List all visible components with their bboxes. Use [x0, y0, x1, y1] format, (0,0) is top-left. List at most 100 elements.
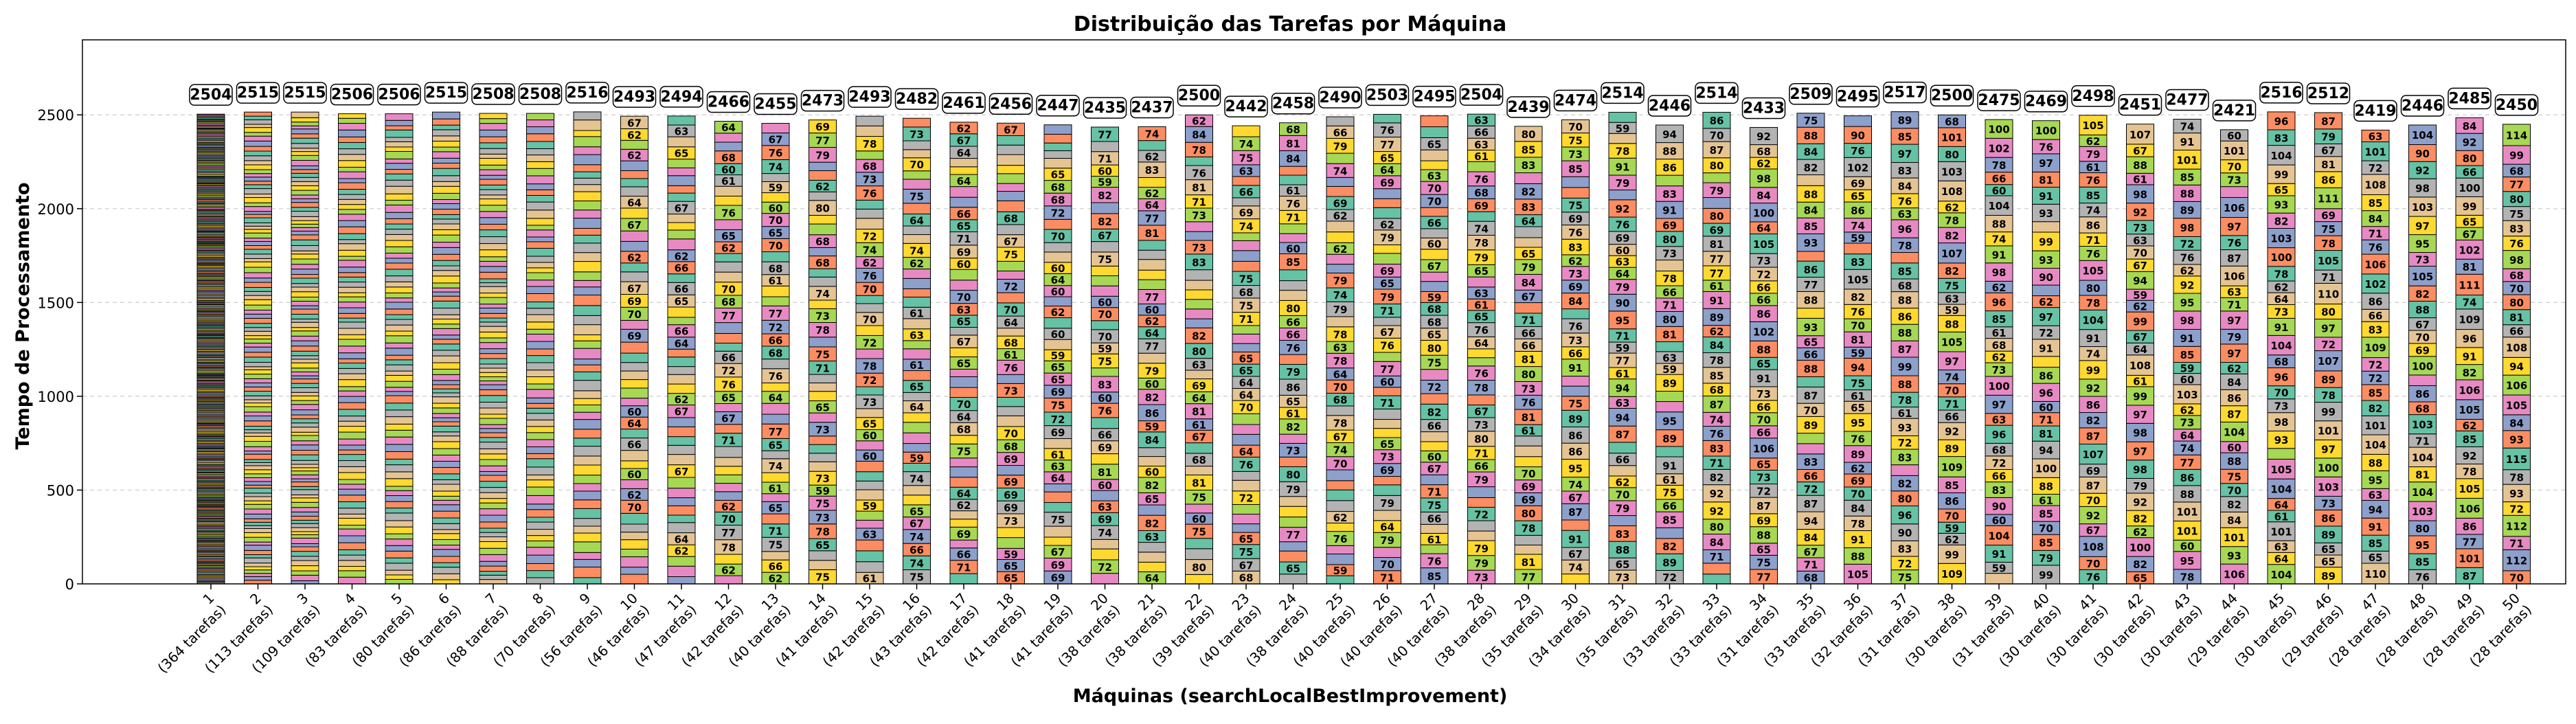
bar-segment	[1091, 367, 1119, 377]
segment-value-label: 74	[1333, 165, 1348, 177]
bar-segment	[479, 286, 508, 294]
segment-value-label: 86	[1851, 205, 1865, 217]
bar-segment	[244, 282, 272, 288]
total-value-label: 2515	[284, 84, 326, 102]
segment-value-label: 83	[1710, 443, 1724, 455]
segment-value-label: 81	[2039, 428, 2053, 440]
segment-value-label: 87	[1710, 144, 1724, 157]
bar-segment	[1420, 281, 1449, 292]
bar-segment	[479, 389, 508, 396]
segment-value-label: 97	[2039, 311, 2053, 324]
segment-value-label: 61	[1051, 449, 1065, 461]
bar-segment	[526, 370, 554, 378]
bar-segment	[479, 384, 508, 390]
bar-segment	[385, 342, 414, 349]
segment-value-label: 75	[2321, 223, 2336, 236]
segment-value-label: 105	[2459, 404, 2480, 416]
bar-segment	[1091, 285, 1119, 297]
bar-segment	[620, 539, 648, 550]
bar-segment	[244, 518, 272, 523]
total-value-label: 2419	[2354, 102, 2396, 120]
bar-segment	[338, 549, 366, 556]
segment-value-label: 88	[1898, 295, 1912, 307]
bar-segment	[291, 190, 319, 196]
segment-value-label: 95	[1568, 463, 1583, 475]
bar-segment	[1091, 417, 1119, 429]
segment-value-label: 103	[2412, 201, 2433, 214]
bar-segment	[1232, 514, 1261, 525]
segment-value-label: 77	[769, 308, 783, 320]
segment-value-label: 93	[2274, 434, 2289, 446]
segment-value-label: 105	[1847, 569, 1868, 581]
segment-value-label: 68	[1898, 280, 1912, 292]
bar-segment	[1326, 152, 1355, 164]
bar-segment	[1232, 413, 1261, 425]
segment-value-label: 75	[1239, 546, 1254, 558]
bar-segment	[479, 313, 508, 319]
segment-value-label: 83	[1662, 188, 1677, 201]
bar-segment	[244, 313, 272, 319]
bar-segment	[338, 420, 366, 427]
segment-value-label: 84	[1286, 153, 1300, 166]
segment-value-label: 71	[2415, 435, 2430, 447]
segment-value-label: 88	[2415, 304, 2430, 317]
segment-value-label: 101	[2459, 553, 2480, 565]
bar-segment	[526, 321, 554, 330]
segment-value-label: 105	[2270, 464, 2292, 476]
bar-segment	[997, 165, 1025, 174]
bar-segment	[1420, 544, 1449, 554]
bar-segment	[244, 330, 272, 337]
segment-value-label: 69	[1098, 514, 1112, 526]
segment-value-label: 73	[1522, 383, 1536, 395]
bar-segment	[620, 115, 648, 129]
segment-value-label: 67	[675, 202, 689, 214]
bar-segment	[1232, 424, 1261, 435]
segment-value-label: 72	[2039, 327, 2053, 339]
bar-segment	[479, 571, 508, 576]
bar-segment	[244, 249, 272, 255]
segment-value-label: 73	[1004, 385, 1018, 397]
bar-segment	[997, 328, 1025, 337]
bar-segment	[1326, 253, 1355, 265]
segment-value-label: 91	[1616, 161, 1630, 174]
segment-value-label: 70	[1051, 231, 1065, 243]
bar-segment	[667, 159, 696, 168]
bar-segment	[432, 291, 460, 297]
bar-segment	[244, 521, 272, 526]
bar-segment	[338, 154, 366, 161]
segment-value-label: 87	[1710, 398, 1724, 411]
bar-segment	[291, 220, 319, 225]
segment-value-label: 78	[1851, 518, 1865, 530]
bar-segment	[573, 324, 602, 335]
bar-segment	[244, 295, 272, 300]
bar-segment	[479, 363, 508, 369]
segment-value-label: 79	[1616, 503, 1630, 515]
bar-segment	[338, 286, 366, 293]
bar-segment	[1043, 317, 1072, 329]
segment-value-label: 73	[815, 512, 830, 524]
segment-value-label: 92	[2133, 206, 2147, 218]
bar-segment	[809, 170, 837, 181]
bar-segment	[949, 196, 978, 208]
segment-value-label: 87	[1804, 498, 1818, 510]
segment-value-label: 79	[1616, 177, 1630, 190]
bar-segment	[809, 214, 837, 225]
segment-value-label: 68	[2415, 403, 2430, 415]
bar-segment	[244, 304, 272, 310]
segment-value-label: 80	[2463, 152, 2477, 165]
segment-value-label: 65	[1051, 374, 1065, 386]
segment-value-label: 73	[1286, 444, 1300, 457]
bar-segment	[526, 168, 554, 177]
bar-segment	[903, 348, 931, 360]
bar-segment	[385, 533, 414, 540]
bar-segment	[1279, 574, 1307, 585]
segment-value-label: 65	[1239, 352, 1254, 365]
bar-segment	[1373, 476, 1401, 486]
bar-segment	[432, 129, 460, 137]
segment-value-label: 78	[2180, 571, 2195, 583]
segment-value-label: 87	[2463, 570, 2477, 582]
segment-value-label: 75	[2509, 208, 2524, 220]
segment-value-label: 61	[721, 175, 736, 188]
bar-segment	[855, 561, 884, 573]
segment-value-label: 87	[2321, 115, 2336, 128]
